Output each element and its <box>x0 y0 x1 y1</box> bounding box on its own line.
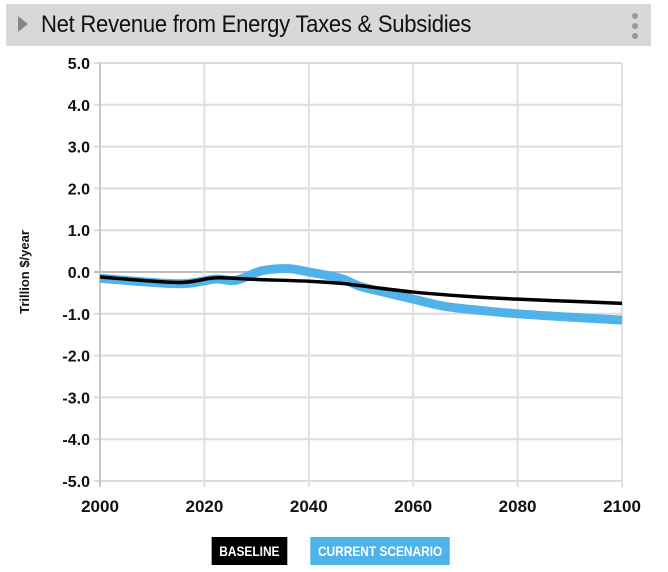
y-tick-label: 3.0 <box>68 140 90 157</box>
y-tick-label: 4.0 <box>68 98 90 115</box>
x-tick-label: 2020 <box>185 497 223 516</box>
y-tick-label: -3.0 <box>62 390 90 407</box>
y-tick-label: -2.0 <box>62 349 90 366</box>
triangle-right-icon[interactable] <box>18 16 28 32</box>
x-tick-label: 2000 <box>81 497 119 516</box>
y-tick-label: -1.0 <box>62 307 90 324</box>
y-tick-label: 1.0 <box>68 223 90 240</box>
x-tick-label: 2040 <box>290 497 328 516</box>
vertical-dots-icon[interactable] <box>629 13 641 39</box>
y-tick-label: 0.0 <box>68 265 90 282</box>
series-line-current-scenario <box>99 264 623 325</box>
chart-header: Net Revenue from Energy Taxes & Subsidie… <box>6 4 651 46</box>
y-axis-label: Trillion $/year <box>17 230 32 314</box>
line-chart: 5.0 4.0 3.0 2.0 1.0 0.0 -1.0 -2.0 -3.0 -4.0 -5.0 20… <box>17 56 641 516</box>
x-tick-label: 2080 <box>499 497 537 516</box>
legend: BASELINE CURRENT SCENARIO <box>0 537 668 565</box>
chart-title: Net Revenue from Energy Taxes & Subsidie… <box>41 11 472 38</box>
legend-baseline[interactable]: BASELINE <box>212 537 288 565</box>
series-line-baseline <box>99 275 623 306</box>
x-tick-label: 2060 <box>394 497 432 516</box>
y-tick-label: -5.0 <box>62 474 90 491</box>
x-tick-label: 2100 <box>603 497 641 516</box>
y-tick-label: 2.0 <box>68 181 90 198</box>
y-tick-label: 5.0 <box>68 56 90 73</box>
legend-current-scenario[interactable]: CURRENT SCENARIO <box>310 537 451 565</box>
y-tick-label: -4.0 <box>62 432 90 449</box>
